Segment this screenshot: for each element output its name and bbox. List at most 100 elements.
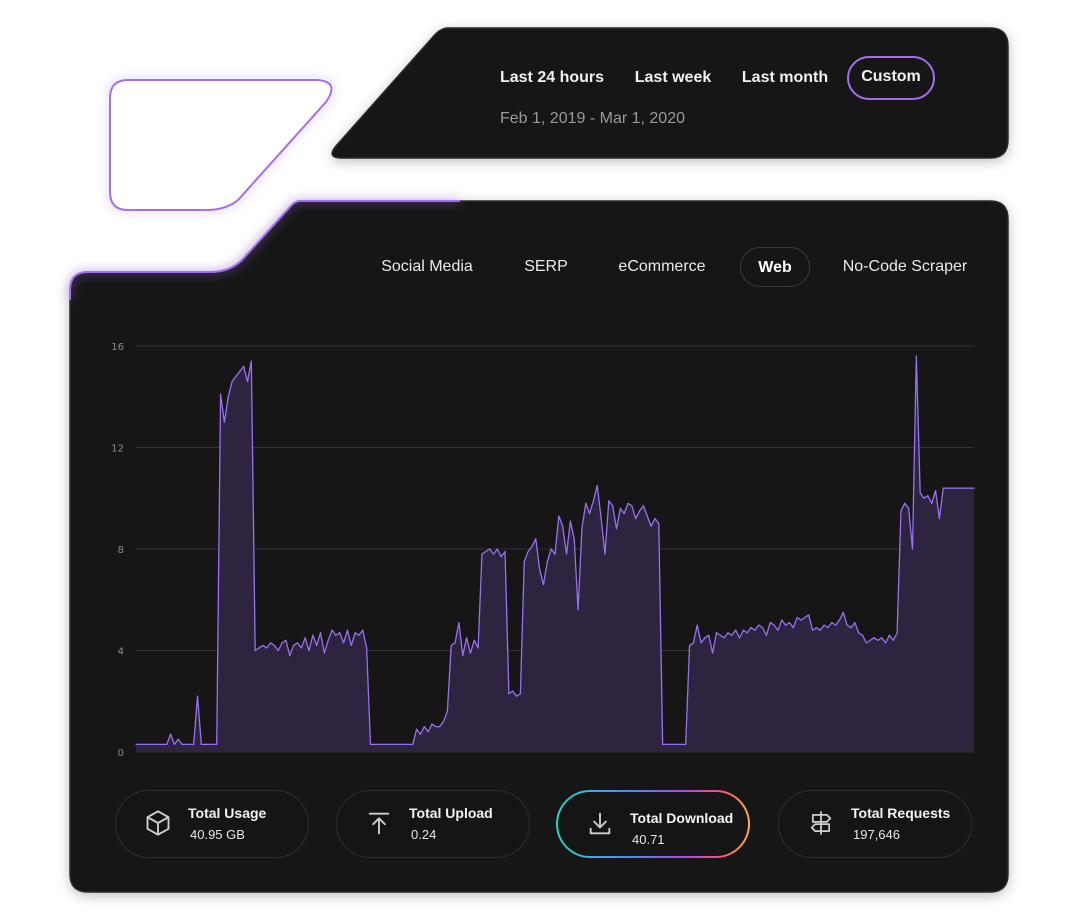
chart-data-point <box>700 642 702 644</box>
chart-data-point <box>404 743 406 745</box>
chart-data-point <box>339 632 341 634</box>
chart-data-point <box>708 634 710 636</box>
chart-data-point <box>431 723 433 725</box>
chart-data-point <box>558 515 560 517</box>
chart-data-point <box>554 553 556 555</box>
tab-serp[interactable]: SERP <box>524 258 568 275</box>
chart-data-point <box>577 609 579 611</box>
chart-data-point <box>942 487 944 489</box>
chart-data-point <box>500 556 502 558</box>
chart-data-point <box>523 561 525 563</box>
chart-data-point <box>208 743 210 745</box>
chart-points <box>135 355 975 745</box>
chart-data-point <box>635 517 637 520</box>
chart-data-point <box>973 487 975 489</box>
chart-data-point <box>854 621 856 624</box>
chart-data-point <box>281 642 283 644</box>
chart-data-point <box>631 505 633 507</box>
chart-data-point <box>658 523 660 525</box>
chart-data-point <box>439 726 441 728</box>
chart-data-point <box>850 627 852 629</box>
chart-data-point <box>715 632 718 634</box>
chart-data-point <box>638 510 641 512</box>
chart-data-point <box>235 375 237 378</box>
chart-data-point <box>608 500 610 502</box>
chart-data-point <box>911 548 914 550</box>
range-last-week-button[interactable]: Last week <box>634 69 712 86</box>
chart-data-point <box>177 738 179 740</box>
chart-data-point <box>362 629 364 631</box>
chart-data-point <box>861 634 864 636</box>
chart-data-point <box>562 525 564 527</box>
chart-data-point <box>304 637 306 639</box>
chart-data-point <box>350 644 352 647</box>
chart-data-point <box>692 642 694 644</box>
chart-data-point <box>927 495 929 497</box>
chart-data-point <box>627 502 629 504</box>
chart-data-point <box>835 624 837 626</box>
chart-data-point <box>143 743 145 745</box>
chart-data-point <box>781 619 783 621</box>
chart-data-point <box>796 616 798 619</box>
chart-data-point <box>392 743 395 745</box>
stat-upload-value: 0.24 <box>411 827 437 842</box>
range-custom-button[interactable]: Custom <box>847 56 935 100</box>
chart-data-point <box>231 380 233 383</box>
chart-data-point <box>650 525 652 527</box>
chart-data-point <box>542 583 545 586</box>
chart-data-point <box>808 614 810 616</box>
date-range-label: Feb 1, 2019 - Mar 1, 2020 <box>500 110 685 127</box>
range-last-24-hours-button[interactable]: Last 24 hours <box>499 69 605 86</box>
chart-data-point <box>154 743 156 745</box>
tab-web[interactable]: Web <box>740 247 810 287</box>
range-last-month-button[interactable]: Last month <box>741 69 829 86</box>
chart-data-point <box>481 553 483 555</box>
chart-data-point <box>489 548 491 550</box>
chart-data-point <box>342 642 345 644</box>
chart-data-point <box>758 624 760 626</box>
chart-data-point <box>696 624 698 626</box>
stat-requests-value: 197,646 <box>853 827 900 842</box>
chart-data-point <box>323 652 325 654</box>
tab-ecommerce[interactable]: eCommerce <box>618 258 706 275</box>
stat-usage-label: Total Usage <box>188 805 267 821</box>
chart-data-point <box>504 550 506 553</box>
chart-data-point <box>765 634 768 636</box>
cube-icon <box>146 810 170 836</box>
chart-data-point <box>550 548 552 550</box>
chart-data-point <box>858 632 860 634</box>
chart-data-point <box>412 743 414 745</box>
chart-data-point <box>842 611 844 614</box>
chart-data-point <box>685 743 687 745</box>
chart-data-point <box>727 632 729 634</box>
chart-data-point <box>170 733 172 735</box>
chart-data-point <box>623 512 625 515</box>
chart-data-point <box>139 743 141 745</box>
chart-data-point <box>308 649 310 652</box>
chart-data-point <box>815 627 817 629</box>
upload-icon <box>368 812 390 835</box>
chart-data-point <box>677 743 679 745</box>
chart-data-point <box>704 637 706 639</box>
chart-data-point <box>615 528 618 530</box>
chart-data-point <box>600 517 602 520</box>
chart-data-point <box>961 487 964 489</box>
y-tick-label: 0 <box>118 748 124 759</box>
chart-data-point <box>469 652 472 654</box>
chart-data-point <box>777 629 779 631</box>
chart-data-point <box>785 624 787 626</box>
chart-data-point <box>366 647 368 649</box>
chart-data-point <box>158 743 160 745</box>
tab-social-media[interactable]: Social Media <box>381 258 473 275</box>
chart-data-point <box>219 393 222 395</box>
chart-data-point <box>535 538 537 540</box>
chart-data-point <box>723 637 725 639</box>
chart-data-point <box>400 743 402 745</box>
tab-no-code-scraper[interactable]: No-Code Scraper <box>842 258 968 275</box>
chart-data-point <box>804 616 806 619</box>
chart-data-point <box>819 629 821 631</box>
chart-data-point <box>369 743 372 745</box>
chart-data-point <box>273 644 275 647</box>
chart-data-point <box>881 637 883 639</box>
chart-data-point <box>731 634 733 636</box>
